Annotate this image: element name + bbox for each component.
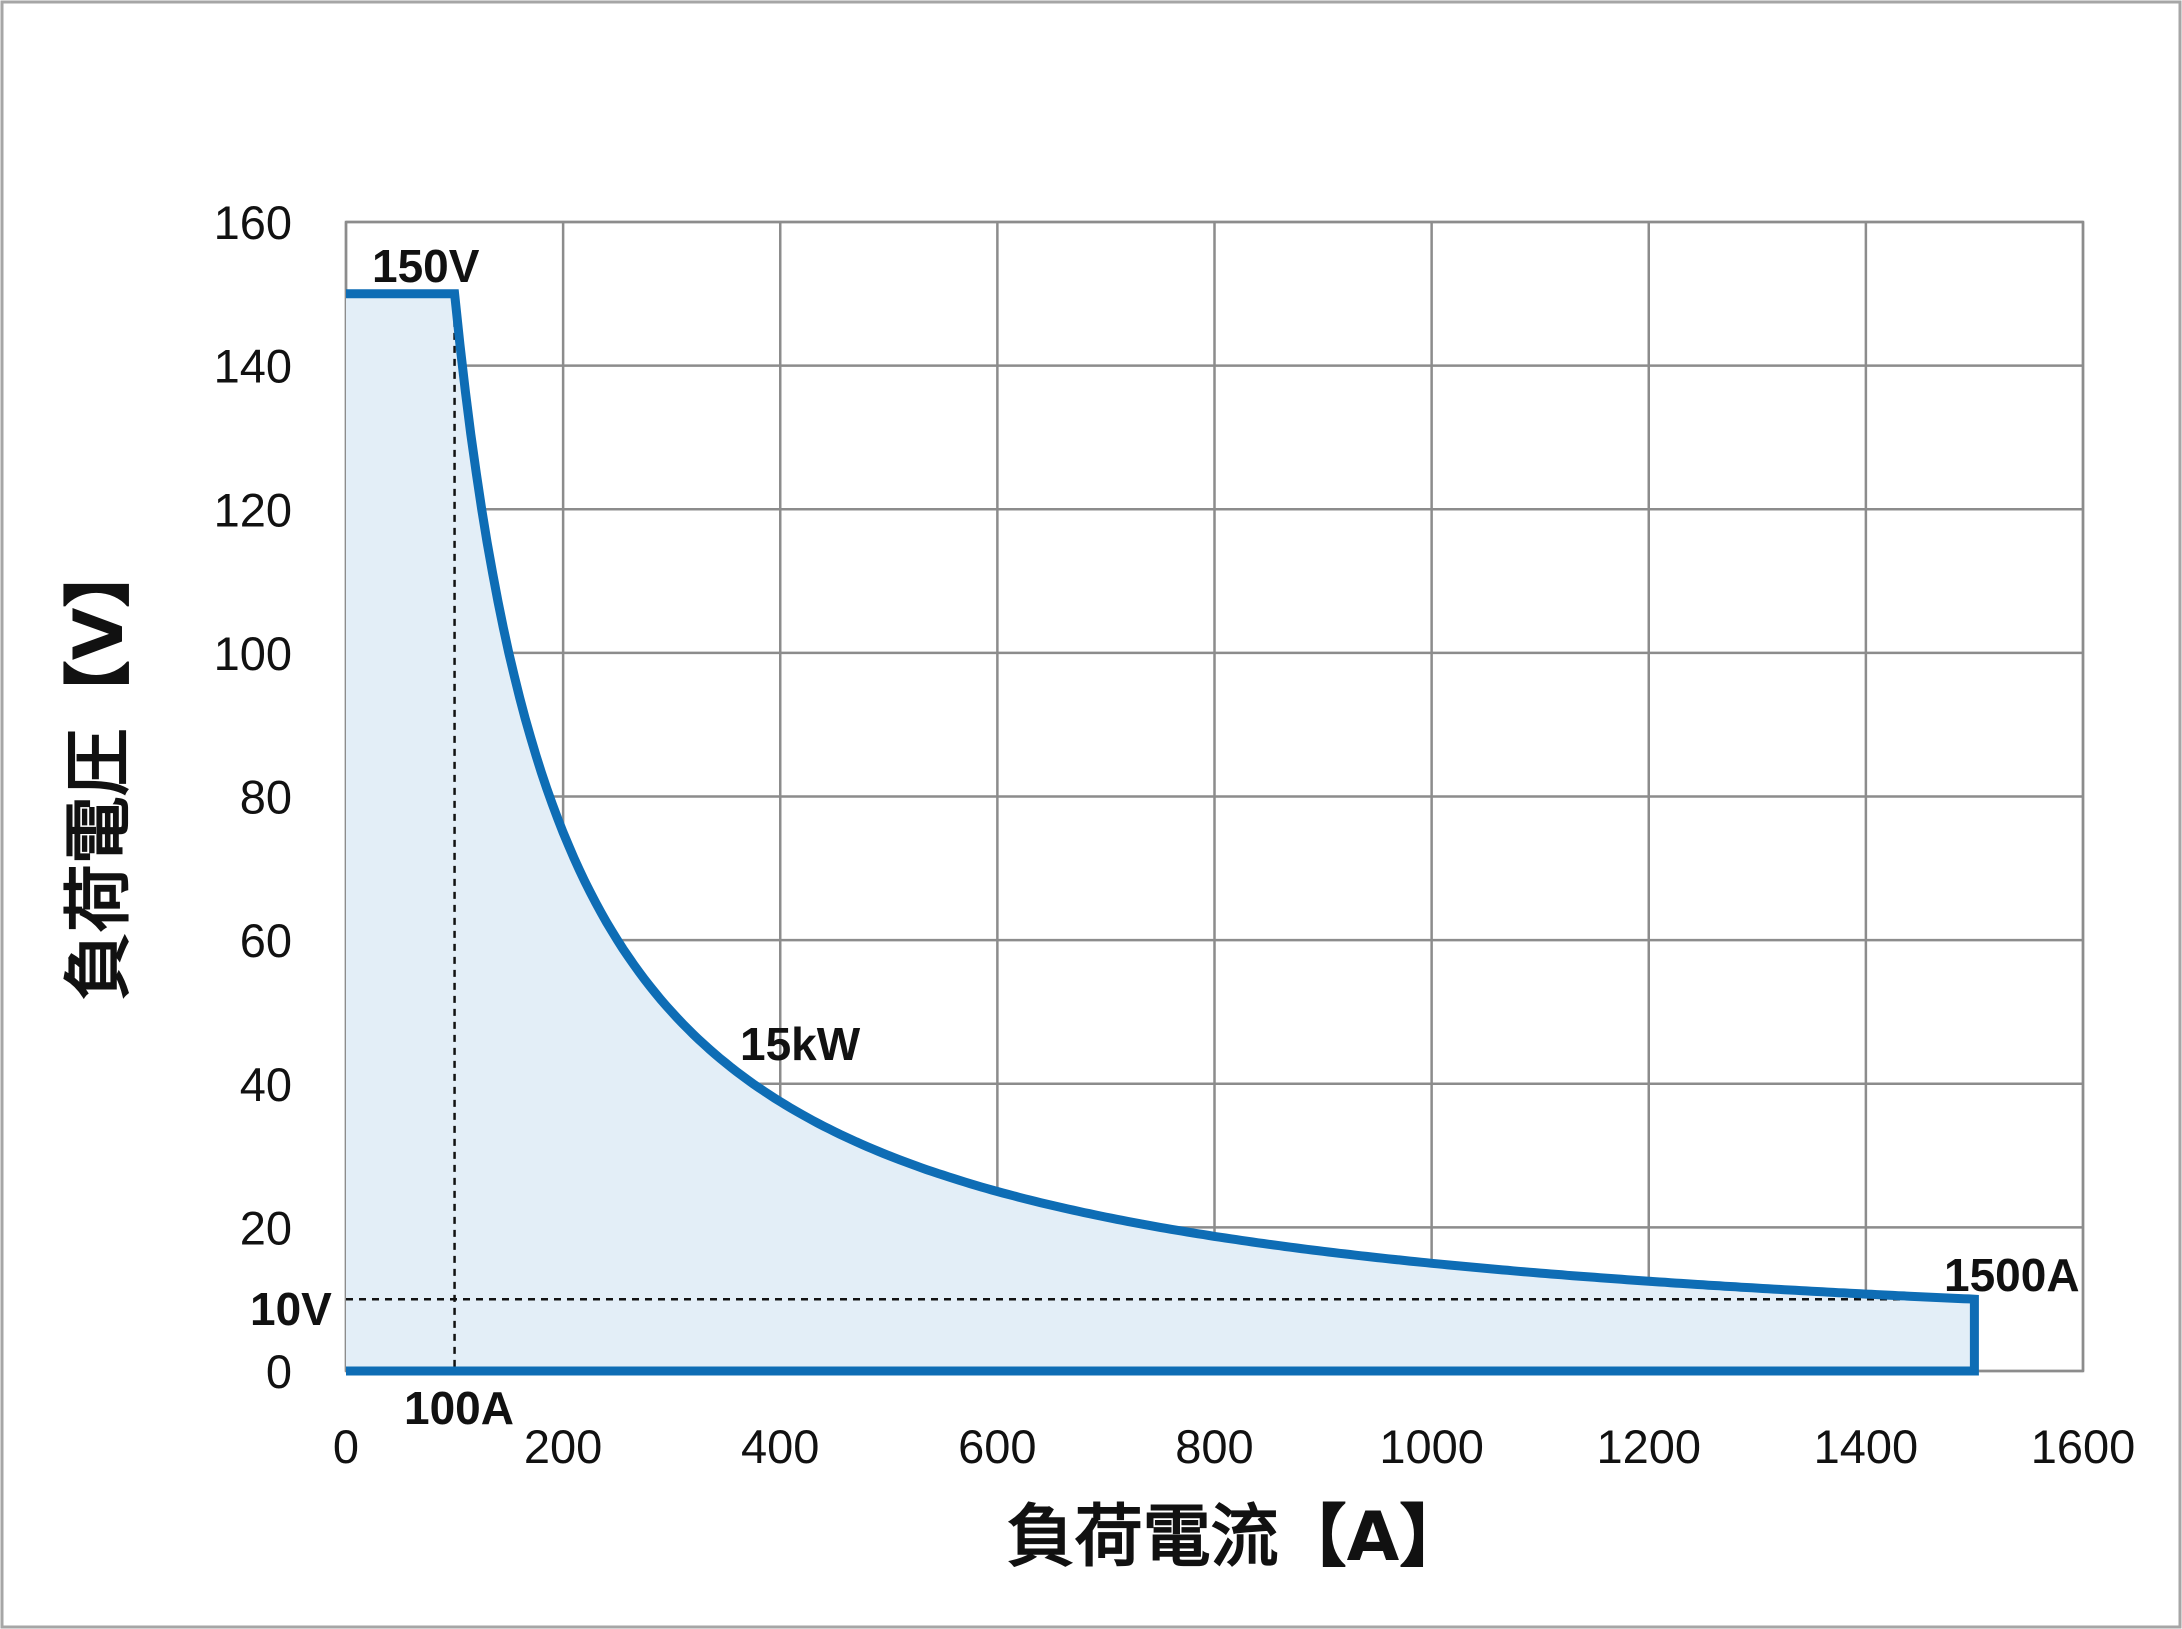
x-tick-label: 0: [333, 1420, 359, 1473]
x-tick-labels: 0 200 400 600 800 1000 1200 1400 1600: [333, 1420, 2135, 1473]
y-tick-label: 140: [214, 340, 292, 393]
y-axis-title: 負荷電圧【V】: [60, 540, 139, 1001]
x-tick-label: 800: [1175, 1420, 1253, 1473]
annotation-15kw: 15kW: [740, 1018, 861, 1070]
y-tick-label: 40: [240, 1058, 292, 1111]
x-axis-title: 負荷電流【A】: [1007, 1498, 1468, 1577]
x-tick-label: 400: [741, 1420, 819, 1473]
y-tick-label: 0: [266, 1345, 292, 1398]
x-tick-label: 1000: [1379, 1420, 1484, 1473]
annotation-150v: 150V: [372, 240, 480, 292]
annotation-100a: 100A: [404, 1382, 514, 1434]
x-tick-label: 1600: [2031, 1420, 2136, 1473]
y-tick-label: 100: [214, 627, 292, 680]
y-tick-label: 20: [240, 1201, 292, 1254]
operating-area-fill: [346, 293, 1975, 1371]
operating-boundary-line: [346, 289, 1979, 1376]
x-tick-label: 600: [958, 1420, 1036, 1473]
annotation-1500a: 1500A: [1944, 1249, 2080, 1301]
annotation-10v: 10V: [250, 1283, 332, 1335]
y-tick-label: 60: [240, 914, 292, 967]
y-tick-label: 120: [214, 483, 292, 536]
y-tick-label: 160: [214, 196, 292, 249]
x-tick-label: 200: [524, 1420, 602, 1473]
y-tick-labels: 0 20 40 60 80 100 120 140 160: [214, 196, 292, 1398]
y-tick-label: 80: [240, 771, 292, 824]
x-tick-label: 1200: [1596, 1420, 1701, 1473]
x-tick-label: 1400: [1814, 1420, 1919, 1473]
